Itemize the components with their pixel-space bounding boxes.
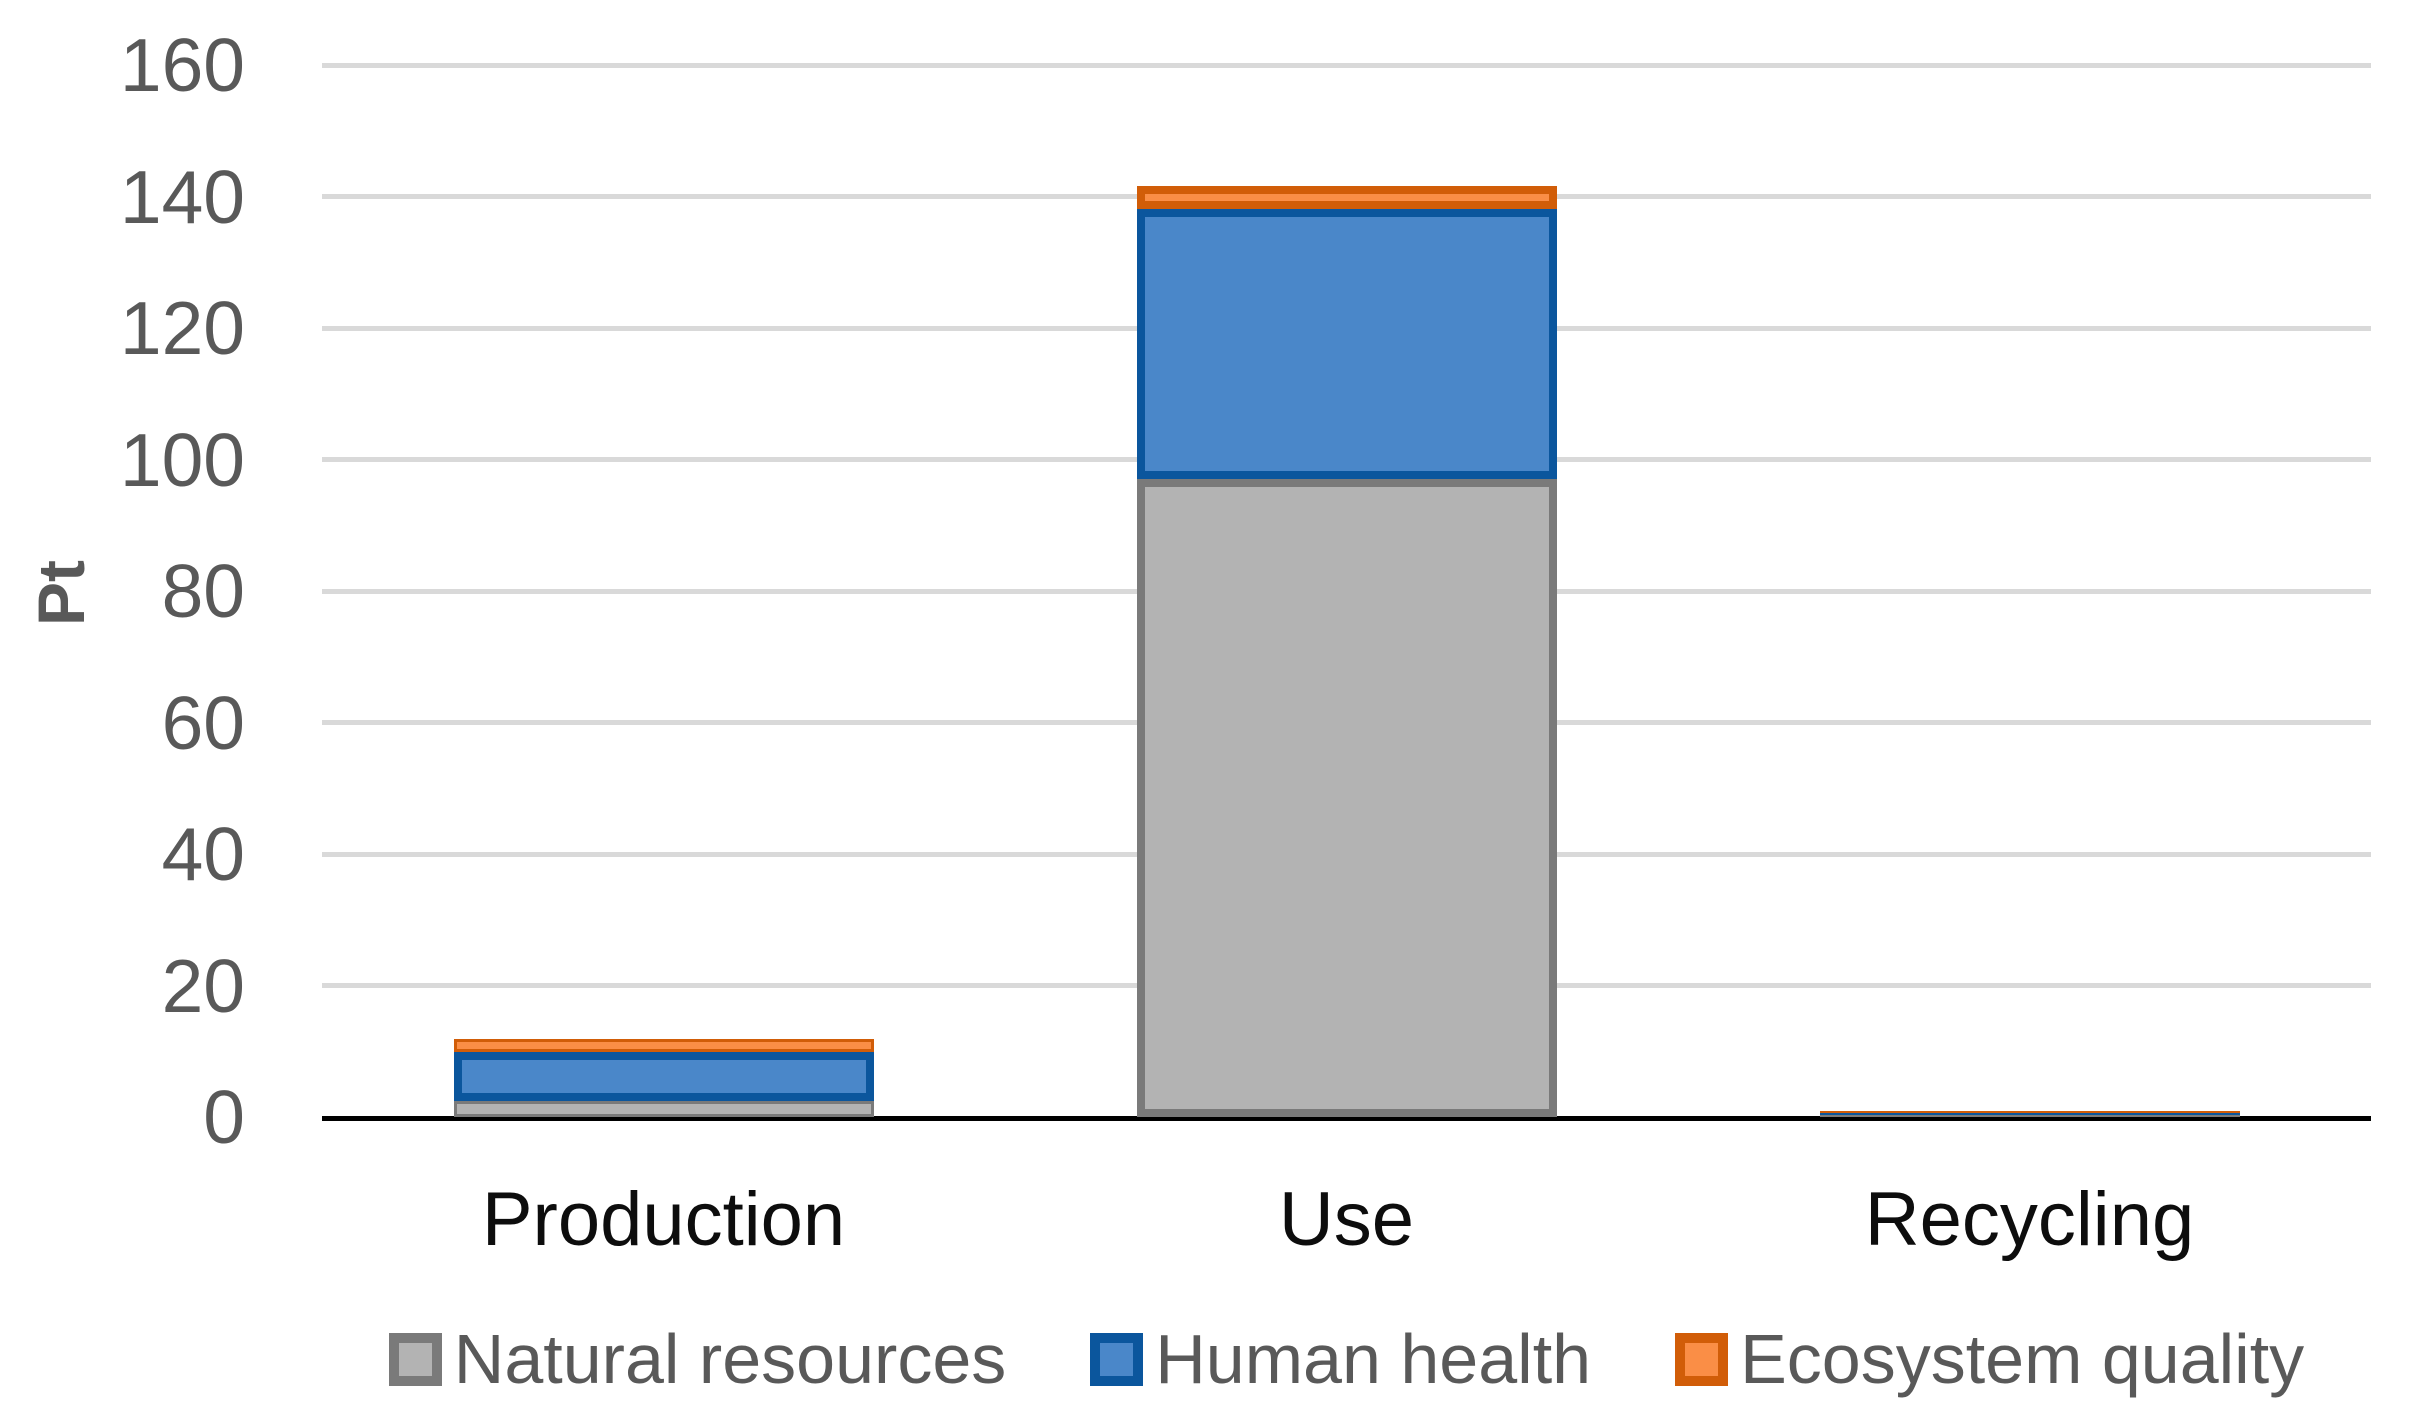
y-tick-label: 20 <box>161 943 245 1028</box>
bar-use <box>1136 186 1557 1117</box>
bar-segment <box>1819 1113 2240 1115</box>
legend-swatch-icon <box>1675 1332 1729 1386</box>
bar-production <box>453 1039 874 1117</box>
bar-segment <box>1136 209 1557 479</box>
x-axis-line <box>322 1116 2371 1121</box>
plot-area <box>322 62 2371 1121</box>
bar-segment <box>453 1052 874 1101</box>
bar-segment <box>453 1039 874 1052</box>
bar-segment <box>453 1101 874 1117</box>
y-tick-label: 0 <box>203 1075 245 1159</box>
bar-segment <box>1819 1111 2240 1113</box>
bar-slot-recycling <box>1688 65 2371 1117</box>
category-label: Use <box>1278 1177 1415 1262</box>
y-axis-tick-labels: 0 20 40 60 80 100 120 140 160 <box>0 27 250 1155</box>
category-label: Production <box>481 1177 846 1262</box>
bars <box>322 65 2371 1117</box>
legend-item: Natural resources <box>388 1320 1007 1398</box>
y-tick-label: 120 <box>119 286 245 370</box>
y-tick-label: 140 <box>119 154 245 239</box>
legend-item: Ecosystem quality <box>1675 1324 2304 1394</box>
bar-segment <box>1819 1115 2240 1117</box>
bar-slot-production <box>322 65 1005 1117</box>
y-tick-label: 40 <box>161 812 245 896</box>
legend-label: Human health <box>1155 1320 1592 1398</box>
bar-segment <box>1136 479 1557 1117</box>
y-tick-label: 80 <box>161 549 245 633</box>
gridline <box>322 62 2371 68</box>
category-label: Recycling <box>1864 1177 2195 1262</box>
legend-item: Human health <box>1090 1324 1591 1394</box>
y-tick-label: 100 <box>119 417 245 502</box>
legend-label: Ecosystem quality <box>1740 1320 2305 1398</box>
bar-recycling <box>1819 1111 2240 1117</box>
bar-slot-use <box>1005 65 1688 1117</box>
y-tick-label: 160 <box>119 23 245 107</box>
x-axis-category-labels: Production Use Recycling <box>322 1180 2371 1260</box>
legend-swatch-icon <box>1090 1332 1144 1386</box>
bar-segment <box>1136 186 1557 209</box>
legend-label: Natural resources <box>453 1320 1007 1398</box>
legend: Natural resources Human health Ecosystem q… <box>322 1324 2371 1394</box>
legend-swatch-icon <box>388 1332 442 1386</box>
y-tick-label: 60 <box>161 680 245 765</box>
